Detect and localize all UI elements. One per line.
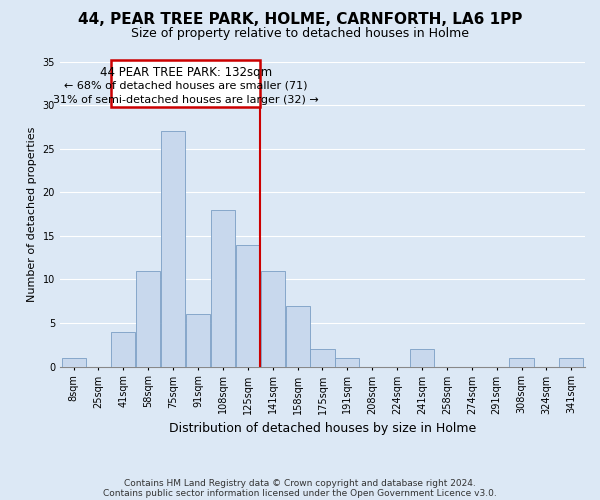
Bar xyxy=(136,270,160,366)
Text: Size of property relative to detached houses in Holme: Size of property relative to detached ho… xyxy=(131,28,469,40)
X-axis label: Distribution of detached houses by size in Holme: Distribution of detached houses by size … xyxy=(169,422,476,435)
Bar xyxy=(335,358,359,366)
Bar xyxy=(62,358,86,366)
Bar xyxy=(211,210,235,366)
Bar xyxy=(310,349,335,366)
Bar xyxy=(509,358,533,366)
Bar xyxy=(112,60,260,107)
Y-axis label: Number of detached properties: Number of detached properties xyxy=(27,126,37,302)
Bar xyxy=(410,349,434,366)
Bar xyxy=(161,131,185,366)
Bar xyxy=(112,332,136,366)
Text: 44 PEAR TREE PARK: 132sqm: 44 PEAR TREE PARK: 132sqm xyxy=(100,66,272,79)
Text: ← 68% of detached houses are smaller (71): ← 68% of detached houses are smaller (71… xyxy=(64,80,307,90)
Bar xyxy=(186,314,210,366)
Bar xyxy=(236,244,260,366)
Bar xyxy=(260,270,285,366)
Bar xyxy=(559,358,583,366)
Bar xyxy=(286,306,310,366)
Text: 31% of semi-detached houses are larger (32) →: 31% of semi-detached houses are larger (… xyxy=(53,94,319,104)
Text: Contains HM Land Registry data © Crown copyright and database right 2024.: Contains HM Land Registry data © Crown c… xyxy=(124,478,476,488)
Text: Contains public sector information licensed under the Open Government Licence v3: Contains public sector information licen… xyxy=(103,488,497,498)
Text: 44, PEAR TREE PARK, HOLME, CARNFORTH, LA6 1PP: 44, PEAR TREE PARK, HOLME, CARNFORTH, LA… xyxy=(78,12,522,28)
